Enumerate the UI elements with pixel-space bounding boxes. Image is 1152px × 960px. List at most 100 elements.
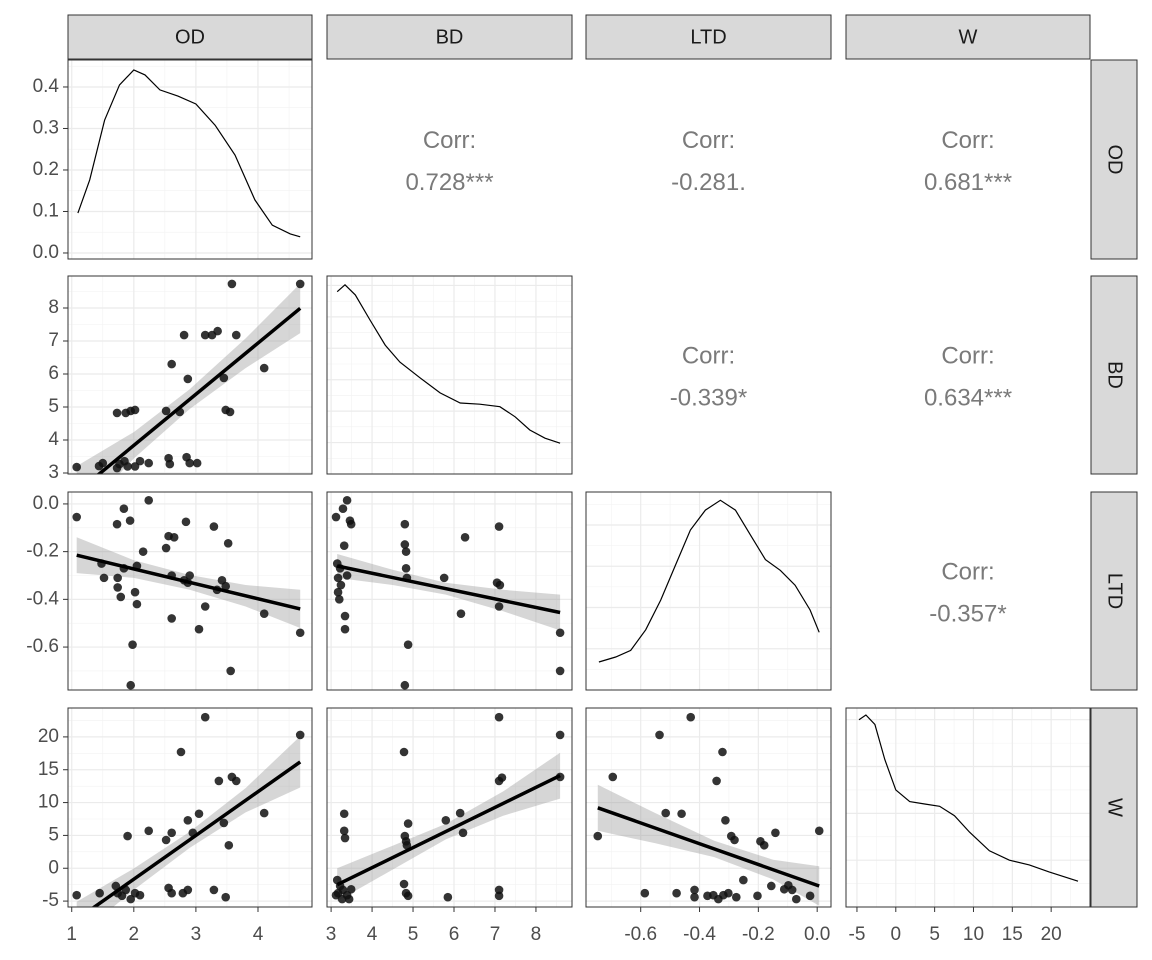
data-point bbox=[123, 831, 132, 841]
data-point bbox=[194, 809, 204, 819]
data-point bbox=[113, 583, 122, 592]
density-line bbox=[77, 69, 301, 238]
data-point bbox=[231, 776, 241, 786]
x-tick-label: 5 bbox=[929, 924, 940, 945]
panel-background bbox=[586, 708, 831, 907]
data-point bbox=[130, 405, 140, 415]
data-point bbox=[183, 816, 193, 825]
data-point bbox=[185, 571, 194, 580]
confidence-band bbox=[76, 283, 301, 474]
data-point bbox=[213, 326, 222, 336]
data-point bbox=[295, 279, 305, 289]
corr-value: -0.339* bbox=[670, 384, 747, 411]
panel bbox=[68, 276, 312, 474]
data-point bbox=[128, 640, 137, 649]
y-tick-label: 0.0 bbox=[33, 493, 59, 514]
data-point bbox=[443, 892, 453, 902]
panel-background bbox=[68, 708, 312, 907]
data-point bbox=[219, 373, 229, 383]
x-tick-label: 7 bbox=[490, 924, 501, 945]
panel-background bbox=[68, 60, 312, 259]
data-point bbox=[730, 835, 739, 845]
fit-line bbox=[336, 774, 561, 887]
data-point bbox=[731, 892, 741, 902]
data-point bbox=[138, 547, 148, 556]
strip-label: LTD bbox=[690, 26, 726, 48]
corr-value: 0.728*** bbox=[405, 169, 493, 196]
data-point bbox=[677, 809, 686, 819]
data-point bbox=[221, 581, 230, 591]
data-point bbox=[126, 894, 136, 904]
x-tick-label: 8 bbox=[531, 924, 542, 945]
data-point bbox=[593, 831, 603, 841]
data-point bbox=[690, 885, 699, 895]
strip-box bbox=[1090, 59, 1138, 260]
data-point bbox=[219, 818, 229, 828]
y-tick-label: 5 bbox=[48, 396, 59, 417]
data-point bbox=[132, 599, 142, 609]
data-point bbox=[144, 458, 154, 468]
data-point bbox=[787, 885, 797, 895]
data-point bbox=[223, 538, 233, 548]
confidence-band bbox=[337, 752, 561, 902]
data-point bbox=[346, 519, 356, 529]
data-point bbox=[340, 833, 350, 843]
data-point bbox=[295, 730, 305, 740]
corr-value: -0.357* bbox=[929, 600, 1006, 627]
data-point bbox=[739, 875, 748, 885]
corr-label: Corr: bbox=[941, 127, 994, 154]
panel-border bbox=[67, 491, 313, 691]
data-point bbox=[342, 496, 352, 505]
data-point bbox=[224, 840, 234, 850]
y-tick-label: 4 bbox=[48, 429, 59, 450]
data-point bbox=[399, 747, 409, 757]
data-point bbox=[340, 611, 350, 621]
data-point bbox=[336, 580, 346, 590]
data-point bbox=[718, 747, 727, 757]
data-point bbox=[259, 808, 269, 818]
y-tick-label: 15 bbox=[38, 759, 59, 780]
y-tick-label: 10 bbox=[38, 792, 59, 813]
data-point bbox=[494, 522, 504, 531]
data-point bbox=[401, 564, 411, 573]
data-point bbox=[333, 573, 343, 583]
data-point bbox=[176, 747, 186, 757]
data-point bbox=[344, 894, 354, 904]
data-point bbox=[181, 517, 191, 527]
data-point bbox=[494, 891, 504, 901]
panel-background bbox=[327, 276, 572, 474]
data-point bbox=[227, 279, 237, 289]
data-point bbox=[456, 609, 466, 618]
y-tick-label: 0 bbox=[48, 857, 59, 878]
x-tick-label: 20 bbox=[1041, 924, 1062, 945]
data-point bbox=[346, 884, 356, 894]
panel bbox=[68, 60, 312, 259]
data-point bbox=[165, 459, 175, 469]
data-point bbox=[112, 519, 122, 529]
y-tick-label: 6 bbox=[48, 363, 59, 384]
data-point bbox=[661, 808, 671, 818]
y-tick-label: -0.6 bbox=[26, 636, 59, 657]
panel bbox=[327, 708, 572, 907]
data-point bbox=[259, 363, 269, 373]
data-point bbox=[721, 816, 730, 825]
strip-label: W bbox=[959, 26, 978, 48]
data-point bbox=[161, 543, 171, 553]
x-tick-label: 0.0 bbox=[804, 924, 830, 945]
data-point bbox=[494, 602, 504, 611]
data-point bbox=[340, 624, 350, 634]
data-point bbox=[555, 730, 565, 740]
strip-label: OD bbox=[175, 26, 205, 48]
y-tick-label: -0.4 bbox=[26, 588, 59, 609]
data-point bbox=[759, 840, 769, 850]
strip-box bbox=[1090, 275, 1138, 475]
data-point bbox=[209, 522, 219, 531]
y-tick-label: 0.1 bbox=[33, 200, 59, 221]
data-point bbox=[495, 580, 505, 590]
data-point bbox=[441, 816, 451, 825]
data-point bbox=[400, 540, 410, 549]
data-point bbox=[497, 773, 507, 782]
data-point bbox=[200, 602, 210, 611]
corr-label: Corr: bbox=[423, 127, 476, 154]
